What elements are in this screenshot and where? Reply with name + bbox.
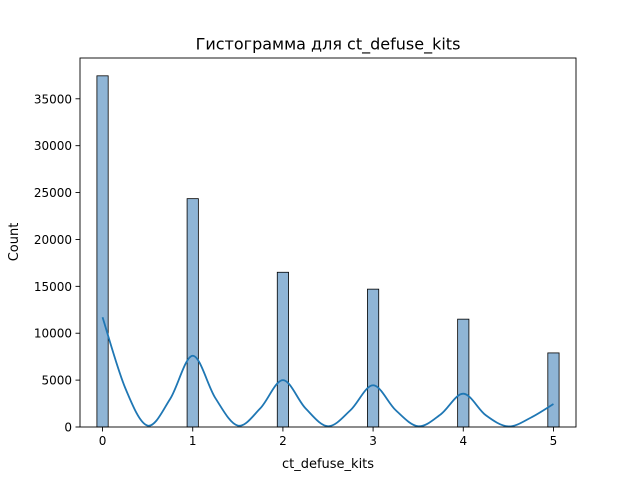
histogram-bar	[276, 271, 289, 428]
histogram-bar	[547, 352, 560, 428]
y-axis-label: Count	[7, 223, 22, 262]
plot-area: 0 1 2 3 4 5 0 5000 10000 15000 20000 25000 30000 3500…	[34, 57, 577, 448]
histogram-bar	[367, 288, 380, 428]
x-tick-label: 2	[279, 434, 287, 448]
y-tick-label: 25000	[34, 186, 72, 200]
x-tick-label: 0	[99, 434, 107, 448]
x-tick-label: 5	[550, 434, 558, 448]
y-tick-label: 30000	[34, 139, 72, 153]
y-tick-label: 20000	[34, 233, 72, 247]
y-tick-label: 0	[64, 421, 72, 435]
y-tick-label: 5000	[41, 374, 72, 388]
chart-title: Гистограмма для ct_defuse_kits	[196, 35, 461, 55]
x-tick-label: 3	[369, 434, 377, 448]
axes-frame	[79, 57, 577, 428]
histogram-bar	[96, 75, 109, 428]
y-tick-label: 35000	[34, 92, 72, 106]
histogram-bar	[457, 318, 470, 428]
x-tick-label: 4	[459, 434, 467, 448]
y-tick-label: 15000	[34, 280, 72, 294]
x-tick-label: 1	[189, 434, 197, 448]
y-tick-label: 10000	[34, 327, 72, 341]
kde-curve	[101, 317, 554, 428]
histogram-bar	[186, 198, 199, 428]
x-axis-label: ct_defuse_kits	[282, 457, 374, 472]
